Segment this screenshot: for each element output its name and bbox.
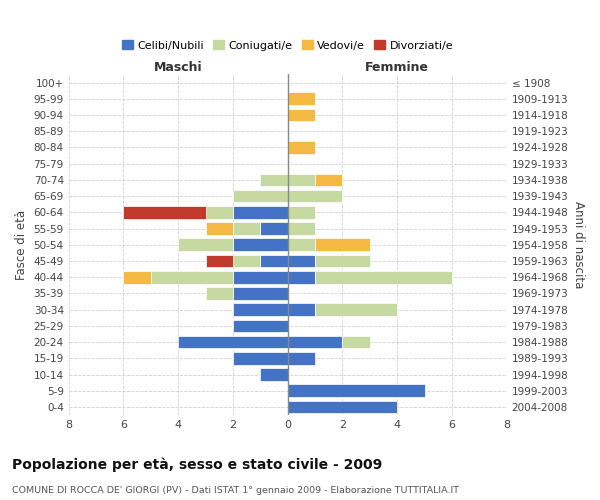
Bar bbox=[287, 238, 315, 251]
Text: COMUNE DI ROCCA DE' GIORGI (PV) - Dati ISTAT 1° gennaio 2009 - Elaborazione TUTT: COMUNE DI ROCCA DE' GIORGI (PV) - Dati I… bbox=[12, 486, 459, 495]
Bar bbox=[287, 206, 315, 218]
Bar bbox=[233, 238, 287, 251]
Bar bbox=[315, 254, 370, 268]
Text: Popolazione per età, sesso e stato civile - 2009: Popolazione per età, sesso e stato civil… bbox=[12, 458, 382, 472]
Bar bbox=[233, 287, 287, 300]
Y-axis label: Fasce di età: Fasce di età bbox=[15, 210, 28, 280]
Text: Maschi: Maschi bbox=[154, 62, 202, 74]
Bar bbox=[287, 174, 315, 186]
Bar bbox=[260, 254, 287, 268]
Bar bbox=[287, 336, 343, 348]
Bar bbox=[233, 206, 287, 218]
Bar bbox=[287, 304, 315, 316]
Bar bbox=[260, 222, 287, 235]
Bar bbox=[287, 222, 315, 235]
Bar bbox=[206, 287, 233, 300]
Bar bbox=[287, 254, 315, 268]
Bar bbox=[287, 141, 315, 154]
Y-axis label: Anni di nascita: Anni di nascita bbox=[572, 201, 585, 288]
Bar bbox=[260, 174, 287, 186]
Bar bbox=[287, 384, 425, 397]
Bar bbox=[178, 336, 287, 348]
Text: Femmine: Femmine bbox=[365, 62, 429, 74]
Bar bbox=[343, 336, 370, 348]
Bar bbox=[151, 271, 233, 283]
Bar bbox=[233, 304, 287, 316]
Bar bbox=[315, 304, 397, 316]
Bar bbox=[233, 254, 260, 268]
Bar bbox=[206, 222, 233, 235]
Bar bbox=[233, 352, 287, 364]
Bar bbox=[206, 254, 233, 268]
Bar bbox=[315, 271, 452, 283]
Bar bbox=[287, 352, 315, 364]
Bar bbox=[287, 400, 397, 413]
Bar bbox=[287, 92, 315, 105]
Bar bbox=[233, 320, 287, 332]
Bar bbox=[233, 222, 260, 235]
Bar bbox=[124, 206, 206, 218]
Bar bbox=[233, 190, 287, 202]
Bar bbox=[287, 108, 315, 122]
Bar bbox=[287, 271, 315, 283]
Bar bbox=[124, 271, 151, 283]
Legend: Celibi/Nubili, Coniugati/e, Vedovi/e, Divorziati/e: Celibi/Nubili, Coniugati/e, Vedovi/e, Di… bbox=[118, 36, 458, 55]
Bar bbox=[233, 271, 287, 283]
Bar bbox=[315, 174, 343, 186]
Bar bbox=[178, 238, 233, 251]
Bar bbox=[206, 206, 233, 218]
Bar bbox=[287, 190, 343, 202]
Bar bbox=[315, 238, 370, 251]
Bar bbox=[260, 368, 287, 381]
